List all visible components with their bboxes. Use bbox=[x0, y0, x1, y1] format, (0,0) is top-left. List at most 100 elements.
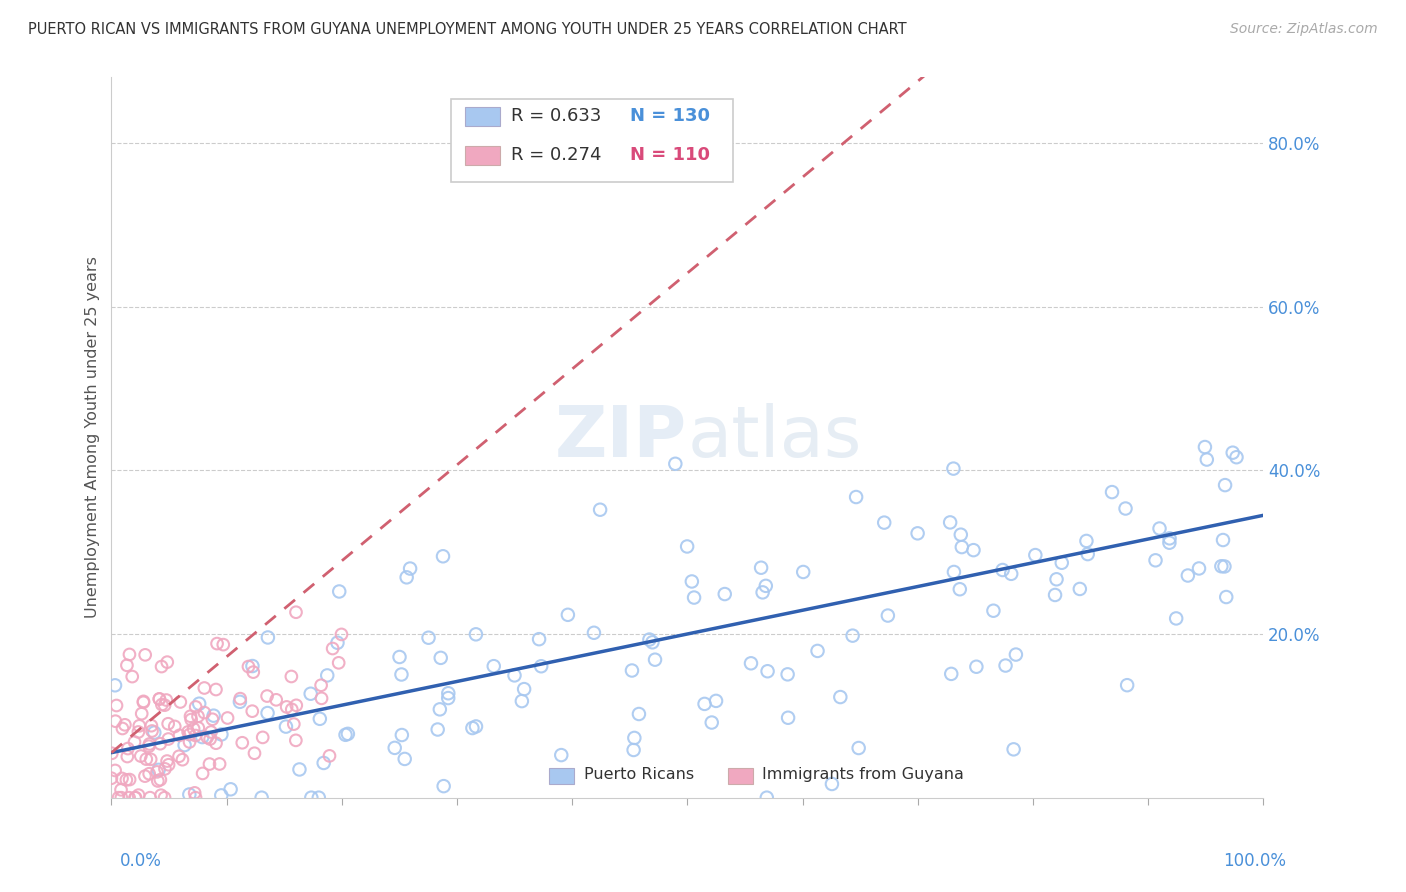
Point bbox=[149, 772, 172, 787]
Point bbox=[198, 732, 221, 747]
Text: 100.0%: 100.0% bbox=[1223, 852, 1286, 870]
Point bbox=[179, 788, 201, 802]
Point bbox=[240, 704, 263, 718]
Point bbox=[700, 715, 723, 730]
Point bbox=[117, 749, 139, 764]
Point bbox=[429, 702, 451, 716]
Point bbox=[146, 774, 169, 789]
Point bbox=[179, 709, 201, 723]
Point bbox=[150, 789, 173, 803]
Point bbox=[150, 659, 173, 673]
Point bbox=[939, 516, 962, 530]
Point bbox=[131, 706, 153, 721]
Point bbox=[179, 727, 201, 741]
Point bbox=[264, 693, 287, 707]
Point bbox=[623, 743, 645, 757]
Text: 0.0%: 0.0% bbox=[120, 852, 162, 870]
Point bbox=[209, 789, 232, 803]
Point bbox=[153, 762, 176, 776]
Point bbox=[284, 733, 307, 747]
Point bbox=[124, 790, 146, 805]
Point bbox=[128, 719, 150, 733]
Point bbox=[623, 731, 645, 745]
Point bbox=[1149, 522, 1171, 536]
Point bbox=[153, 790, 176, 805]
Point bbox=[104, 678, 127, 692]
Point bbox=[107, 790, 129, 805]
Point bbox=[1212, 533, 1234, 547]
Point bbox=[418, 631, 440, 645]
Point bbox=[110, 782, 132, 797]
Point bbox=[285, 605, 308, 619]
Point bbox=[513, 682, 536, 697]
FancyBboxPatch shape bbox=[728, 768, 754, 784]
Point bbox=[1194, 440, 1216, 454]
Point bbox=[681, 574, 703, 589]
FancyBboxPatch shape bbox=[451, 99, 734, 182]
Point bbox=[1188, 561, 1211, 575]
Point bbox=[139, 752, 162, 766]
Point bbox=[114, 718, 136, 732]
Point bbox=[464, 627, 486, 641]
Point bbox=[212, 638, 235, 652]
Point bbox=[132, 695, 155, 709]
Point bbox=[907, 526, 929, 541]
Point bbox=[318, 748, 340, 763]
Point bbox=[250, 790, 273, 805]
Point bbox=[941, 666, 963, 681]
Point bbox=[242, 659, 264, 673]
Point bbox=[173, 738, 195, 752]
Point bbox=[1159, 535, 1181, 549]
Point bbox=[841, 629, 863, 643]
Point bbox=[437, 686, 460, 700]
Point bbox=[299, 687, 322, 701]
Point bbox=[311, 691, 333, 706]
Point bbox=[198, 757, 221, 772]
Point bbox=[256, 706, 278, 720]
Point bbox=[308, 712, 330, 726]
Point bbox=[169, 728, 191, 742]
Point bbox=[243, 746, 266, 760]
Point bbox=[1050, 556, 1073, 570]
Point bbox=[143, 725, 166, 739]
Point bbox=[1024, 548, 1046, 562]
Point bbox=[188, 697, 211, 711]
FancyBboxPatch shape bbox=[465, 107, 499, 127]
Point bbox=[118, 772, 141, 787]
Point bbox=[620, 664, 643, 678]
Point bbox=[156, 655, 179, 669]
Point bbox=[1101, 485, 1123, 500]
Point bbox=[308, 790, 330, 805]
Point bbox=[191, 766, 214, 780]
Point bbox=[1213, 559, 1236, 574]
Point bbox=[229, 691, 252, 706]
Point bbox=[582, 625, 605, 640]
Point bbox=[641, 635, 664, 649]
Point bbox=[124, 735, 146, 749]
Point bbox=[510, 694, 533, 708]
Point bbox=[676, 540, 699, 554]
Point bbox=[157, 731, 180, 746]
Point bbox=[644, 653, 666, 667]
Text: R = 0.633: R = 0.633 bbox=[512, 107, 602, 125]
Point bbox=[104, 764, 127, 778]
Point bbox=[1115, 501, 1137, 516]
Point bbox=[751, 585, 773, 599]
Point bbox=[530, 659, 553, 673]
Point bbox=[394, 752, 416, 766]
Point bbox=[330, 627, 353, 641]
Text: PUERTO RICAN VS IMMIGRANTS FROM GUYANA UNEMPLOYMENT AMONG YOUTH UNDER 25 YEARS C: PUERTO RICAN VS IMMIGRANTS FROM GUYANA U… bbox=[28, 22, 907, 37]
Point bbox=[627, 706, 650, 721]
Point bbox=[231, 736, 253, 750]
Point bbox=[755, 790, 778, 805]
Point bbox=[118, 790, 141, 805]
Point bbox=[1195, 452, 1218, 467]
Point bbox=[281, 702, 304, 716]
Point bbox=[155, 693, 177, 707]
Point bbox=[1043, 588, 1066, 602]
Point bbox=[146, 764, 169, 779]
Point bbox=[195, 731, 218, 745]
Point bbox=[950, 540, 973, 554]
Point bbox=[127, 725, 149, 739]
Point bbox=[713, 587, 735, 601]
